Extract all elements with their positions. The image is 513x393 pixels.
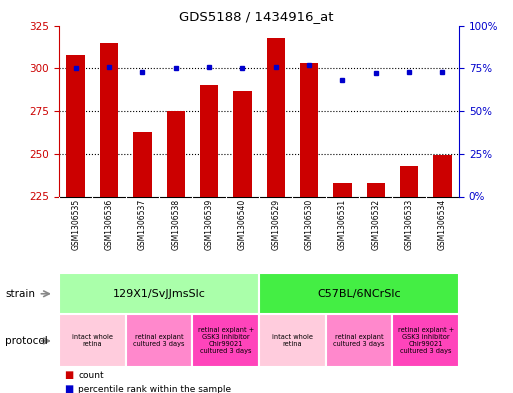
Text: ■: ■ xyxy=(64,370,73,380)
Bar xyxy=(400,166,418,196)
Text: retinal explant +
GSK3 inhibitor
Chir99021
cultured 3 days: retinal explant + GSK3 inhibitor Chir990… xyxy=(398,327,454,354)
Text: retinal explant
cultured 3 days: retinal explant cultured 3 days xyxy=(133,334,185,347)
Text: GSM1306529: GSM1306529 xyxy=(271,199,280,250)
Text: GSM1306535: GSM1306535 xyxy=(71,199,80,250)
Bar xyxy=(300,63,318,196)
Bar xyxy=(433,156,451,196)
Text: retinal explant
cultured 3 days: retinal explant cultured 3 days xyxy=(333,334,385,347)
Text: GSM1306538: GSM1306538 xyxy=(171,199,180,250)
Text: count: count xyxy=(78,371,104,380)
Text: intact whole
retina: intact whole retina xyxy=(72,334,113,347)
Bar xyxy=(367,183,385,196)
Text: C57BL/6NCrSlc: C57BL/6NCrSlc xyxy=(317,289,401,299)
Bar xyxy=(326,314,392,367)
Bar xyxy=(59,314,126,367)
Text: GSM1306536: GSM1306536 xyxy=(105,199,113,250)
Bar xyxy=(133,132,151,196)
Bar xyxy=(259,314,326,367)
Bar xyxy=(67,55,85,196)
Text: retinal explant +
GSK3 inhibitor
Chir99021
cultured 3 days: retinal explant + GSK3 inhibitor Chir990… xyxy=(198,327,254,354)
Text: strain: strain xyxy=(5,289,35,299)
Text: GSM1306531: GSM1306531 xyxy=(338,199,347,250)
Bar xyxy=(59,273,259,314)
Text: GSM1306537: GSM1306537 xyxy=(138,199,147,250)
Text: 129X1/SvJJmsSlc: 129X1/SvJJmsSlc xyxy=(112,289,206,299)
Text: percentile rank within the sample: percentile rank within the sample xyxy=(78,385,231,393)
Text: protocol: protocol xyxy=(5,336,48,346)
Bar xyxy=(100,42,118,196)
Text: GSM1306530: GSM1306530 xyxy=(305,199,313,250)
Text: ■: ■ xyxy=(64,384,73,393)
Bar xyxy=(192,314,259,367)
Bar xyxy=(267,37,285,197)
Text: GSM1306540: GSM1306540 xyxy=(238,199,247,250)
Bar xyxy=(233,90,251,196)
Bar xyxy=(167,111,185,196)
Bar xyxy=(259,273,459,314)
Bar xyxy=(333,183,351,196)
Text: GSM1306533: GSM1306533 xyxy=(405,199,413,250)
Text: GSM1306534: GSM1306534 xyxy=(438,199,447,250)
Bar xyxy=(200,85,218,196)
Bar xyxy=(392,314,459,367)
Text: GSM1306539: GSM1306539 xyxy=(205,199,213,250)
Text: GSM1306532: GSM1306532 xyxy=(371,199,380,250)
Text: intact whole
retina: intact whole retina xyxy=(272,334,313,347)
Text: GDS5188 / 1434916_at: GDS5188 / 1434916_at xyxy=(179,10,334,23)
Bar xyxy=(126,314,192,367)
